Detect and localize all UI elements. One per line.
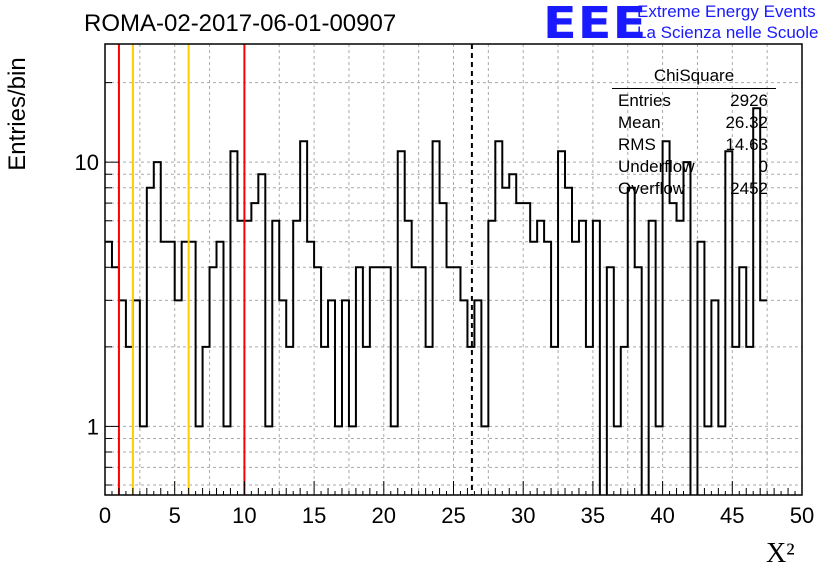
stats-value: 2926 [730, 91, 768, 110]
stats-value: 0 [758, 157, 768, 176]
stats-row-rms: RMS 14.63 [610, 133, 776, 155]
x-tick-label: 25 [441, 503, 465, 528]
stats-value: 14.63 [725, 135, 768, 154]
logo-line1: Extreme Energy Events [637, 2, 816, 21]
x-axis-label: X² [766, 538, 795, 569]
x-tick-label: 20 [372, 503, 396, 528]
x-tick-label: 15 [302, 503, 326, 528]
stats-row-underflow: Underflow 0 [610, 155, 776, 177]
stats-label: Mean [618, 113, 661, 132]
x-tick-label: 0 [99, 503, 111, 528]
stats-row-mean: Mean 26.32 [610, 111, 776, 133]
plot-title: ROMA-02-2017-06-01-00907 [84, 10, 397, 37]
x-tick-label: 10 [232, 503, 256, 528]
stats-label: Entries [618, 91, 671, 110]
stats-box: ChiSquare Entries 2926 Mean 26.32 RMS 14… [610, 66, 776, 199]
histogram-series [105, 107, 768, 495]
y-axis-label: Entries/bin [4, 57, 31, 171]
x-tick-label: 30 [511, 503, 535, 528]
stats-label: Overflow [618, 179, 686, 198]
stats-label: Underflow [618, 157, 695, 176]
x-tick-label: 5 [169, 503, 181, 528]
x-tick-label: 50 [790, 503, 814, 528]
stats-title: ChiSquare [612, 66, 776, 89]
stats-row-overflow: Overflow 2452 [610, 177, 776, 199]
stats-value: 2452 [730, 179, 768, 198]
y-tick-label: 1 [87, 414, 99, 439]
x-tick-label: 45 [720, 503, 744, 528]
eee-logo: EEE [543, 0, 648, 49]
x-tick-label: 40 [650, 503, 674, 528]
stats-value: 26.32 [725, 113, 768, 132]
stats-label: RMS [618, 135, 656, 154]
x-tick-label: 35 [581, 503, 605, 528]
stats-row-entries: Entries 2926 [610, 89, 776, 111]
logo-line2: La Scienza nelle Scuole [637, 23, 819, 42]
y-tick-label: 10 [75, 150, 99, 175]
